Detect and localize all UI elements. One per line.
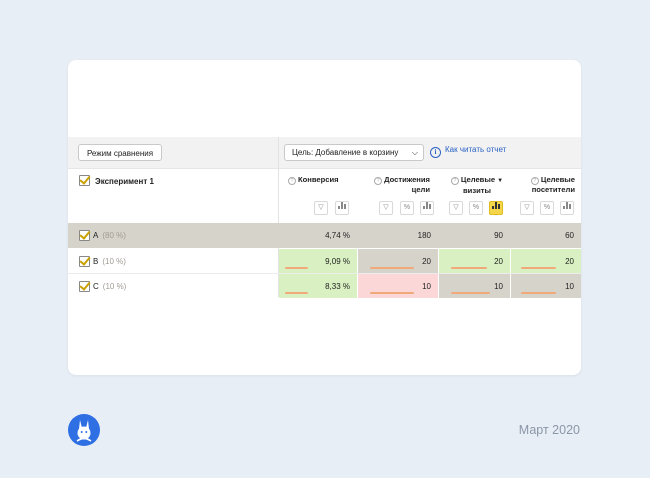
table-cell: 10 [439,274,510,298]
value-bar [370,292,414,294]
experiment-label: Эксперимент 1 [95,177,154,186]
how-to-read-label: Как читать отчет [445,145,507,154]
bar-chart-icon[interactable] [420,201,434,215]
column-header-conversion[interactable]: ? Конверсия [288,175,339,185]
value-bar [370,267,414,269]
column-header-goal-visits[interactable]: ? Целевые ▼ визиты [447,175,507,196]
help-icon: ? [288,177,296,185]
value-bar [451,267,487,269]
bar-chart-icon[interactable] [560,201,574,215]
bar-chart-icon[interactable] [335,201,349,215]
table-cell: 10 [358,274,438,298]
table-cell: 90 [494,231,503,240]
compare-mode-button[interactable]: Режим сравнения [78,144,162,161]
report-card: Режим сравнения Цель: Добавление в корзи… [68,60,581,375]
rabbit-logo-icon [76,420,92,442]
chevron-down-icon: ⌵ [411,148,418,157]
table-cell: 20 [358,249,438,273]
filter-icon[interactable]: ▽ [520,201,534,215]
table-cell: 20 [439,249,510,273]
table-row: B (10 %) 9,09 % 20 20 20 [68,249,581,274]
table-cell: 60 [565,231,574,240]
goal-select-label: Цель: Добавление в корзину [292,148,399,157]
row-checkbox[interactable] [79,256,90,267]
row-label: C (10 %) [93,282,127,291]
column-header-goal-reaches[interactable]: ? Достижения цели [364,175,430,195]
report-date: Март 2020 [518,423,580,437]
value-bar [285,292,308,294]
percent-icon[interactable]: % [540,201,554,215]
percent-icon[interactable]: % [469,201,483,215]
value-bar [521,267,556,269]
column-divider [278,137,279,297]
table-cell: 180 [417,231,431,240]
table-cell: 8,33 % [279,274,357,298]
bar-chart-icon[interactable] [489,201,503,215]
filter-icon[interactable]: ▽ [314,201,328,215]
filter-icon[interactable]: ▽ [379,201,393,215]
table-cell: 9,09 % [279,249,357,273]
table-cell: 20 [511,249,581,273]
percent-icon[interactable]: % [400,201,414,215]
value-bar [521,292,556,294]
table-cell: 4,74 % [325,231,350,240]
table-cell: 10 [511,274,581,298]
sort-desc-icon: ▼ [497,178,504,184]
row-label: A (80 %) [93,231,126,240]
help-icon: ? [450,177,459,185]
value-bar [451,292,490,294]
experiment-checkbox[interactable] [79,175,90,186]
info-icon: i [430,147,441,158]
filter-icon[interactable]: ▽ [449,201,463,215]
value-bar [285,267,308,269]
how-to-read-link[interactable]: i Как читать отчет [430,145,506,158]
goal-select[interactable]: Цель: Добавление в корзину ⌵ [284,144,424,161]
report-toolbar: Режим сравнения Цель: Добавление в корзи… [68,137,581,169]
help-icon: ? [530,177,539,185]
row-checkbox[interactable] [79,230,90,241]
table-row: C (10 %) 8,33 % 10 10 10 [68,274,581,298]
help-icon: ? [374,177,383,185]
row-checkbox[interactable] [79,281,90,292]
row-label: B (10 %) [93,257,126,266]
column-header-goal-visitors[interactable]: ? Целевые посетители [530,175,575,194]
table-row: A (80 %) 4,74 % 180 90 60 [68,223,581,248]
logo [68,414,100,446]
